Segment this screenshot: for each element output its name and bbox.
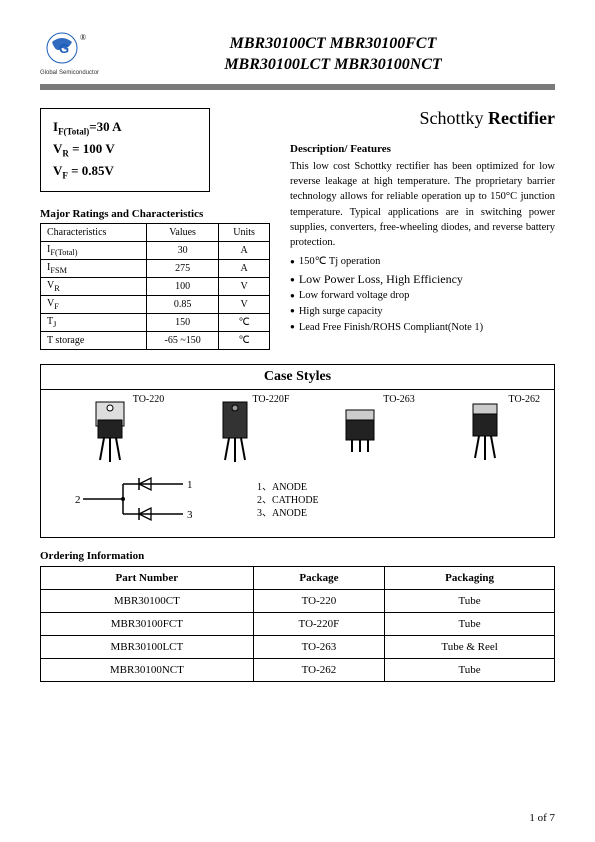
- header: G ® Global Semiconductor MBR30100CT MBR3…: [40, 30, 555, 76]
- table-row: MBR30100NCTTO-262Tube: [41, 659, 555, 682]
- features-list: 150℃ Tj operationLow Power Loss, High Ef…: [290, 254, 555, 335]
- table-row: T storage-65 ~150℃: [41, 332, 270, 350]
- feature-item: 150℃ Tj operation: [290, 254, 555, 270]
- ordering-table: Part Number Package Packaging MBR30100CT…: [40, 566, 555, 682]
- pin-1: 1、ANODE: [257, 481, 319, 494]
- schematic-row: 2 1 3 1、ANODE 2、CATHODE 3、ANODE: [41, 468, 554, 537]
- description-heading: Description/ Features: [290, 143, 555, 155]
- part-numbers-title: MBR30100CT MBR30100FCT MBR30100LCT MBR30…: [111, 34, 555, 76]
- table-row: VR100V: [41, 278, 270, 296]
- product-title: Schottky Rectifier: [290, 108, 555, 129]
- title-line-1: MBR30100CT MBR30100FCT: [111, 34, 555, 55]
- svg-text:®: ®: [80, 33, 86, 42]
- ratings-table: Characteristics Values Units IF(Total)30…: [40, 223, 270, 350]
- svg-text:1: 1: [187, 479, 193, 491]
- diode-schematic-icon: 2 1 3: [53, 474, 233, 527]
- pin-2: 2、CATHODE: [257, 494, 319, 507]
- param-if: IF(Total)=30 A: [53, 117, 197, 139]
- col-values: Values: [147, 224, 219, 242]
- case-to263: TO-263: [298, 394, 423, 466]
- feature-item: High surge capacity: [290, 304, 555, 320]
- table-row: TJ150℃: [41, 314, 270, 332]
- main-content: IF(Total)=30 A VR = 100 V VF = 0.85V Maj…: [40, 108, 555, 350]
- col-part-number: Part Number: [41, 567, 254, 590]
- svg-text:G: G: [59, 41, 69, 56]
- pin-list: 1、ANODE 2、CATHODE 3、ANODE: [257, 481, 319, 520]
- table-header-row: Part Number Package Packaging: [41, 567, 555, 590]
- table-row: MBR30100FCTTO-220FTube: [41, 613, 555, 636]
- header-divider: [40, 84, 555, 90]
- description-body: This low cost Schottky rectifier has bee…: [290, 159, 555, 250]
- pin-3: 3、ANODE: [257, 507, 319, 520]
- company-logo: G ® Global Semiconductor: [40, 30, 99, 76]
- table-header-row: Characteristics Values Units: [41, 224, 270, 242]
- case-packages-row: TO-220 TO-220F: [41, 390, 554, 468]
- svg-text:2: 2: [75, 494, 81, 506]
- case-to220: TO-220: [47, 394, 172, 466]
- case-styles-box: Case Styles TO-220 TO-220F: [40, 364, 555, 538]
- right-column: Schottky Rectifier Description/ Features…: [290, 108, 555, 350]
- title-line-2: MBR30100LCT MBR30100NCT: [111, 55, 555, 76]
- logo-caption: Global Semiconductor: [40, 70, 99, 76]
- svg-text:3: 3: [187, 509, 193, 521]
- col-package: Package: [253, 567, 384, 590]
- feature-item: Low forward voltage drop: [290, 288, 555, 304]
- col-units: Units: [219, 224, 270, 242]
- case-to220f: TO-220F: [172, 394, 297, 466]
- table-row: IF(Total)30A: [41, 242, 270, 260]
- ordering-heading: Ordering Information: [40, 550, 555, 562]
- case-styles-title: Case Styles: [41, 365, 554, 390]
- left-column: IF(Total)=30 A VR = 100 V VF = 0.85V Maj…: [40, 108, 270, 350]
- param-vr: VR = 100 V: [53, 139, 197, 161]
- feature-item: Lead Free Finish/ROHS Compliant(Note 1): [290, 320, 555, 336]
- col-packaging: Packaging: [385, 567, 555, 590]
- case-to262: TO-262: [423, 394, 548, 466]
- col-characteristics: Characteristics: [41, 224, 147, 242]
- ratings-heading: Major Ratings and Characteristics: [40, 208, 270, 220]
- feature-item: Low Power Loss, High Efficiency: [290, 270, 555, 288]
- table-row: MBR30100CTTO-220Tube: [41, 590, 555, 613]
- table-row: MBR30100LCTTO-263Tube & Reel: [41, 636, 555, 659]
- table-row: IFSM275A: [41, 260, 270, 278]
- table-row: VF0.85V: [41, 296, 270, 314]
- page-number: 1 of 7: [529, 812, 555, 824]
- key-parameters-box: IF(Total)=30 A VR = 100 V VF = 0.85V: [40, 108, 210, 192]
- param-vf: VF = 0.85V: [53, 161, 197, 183]
